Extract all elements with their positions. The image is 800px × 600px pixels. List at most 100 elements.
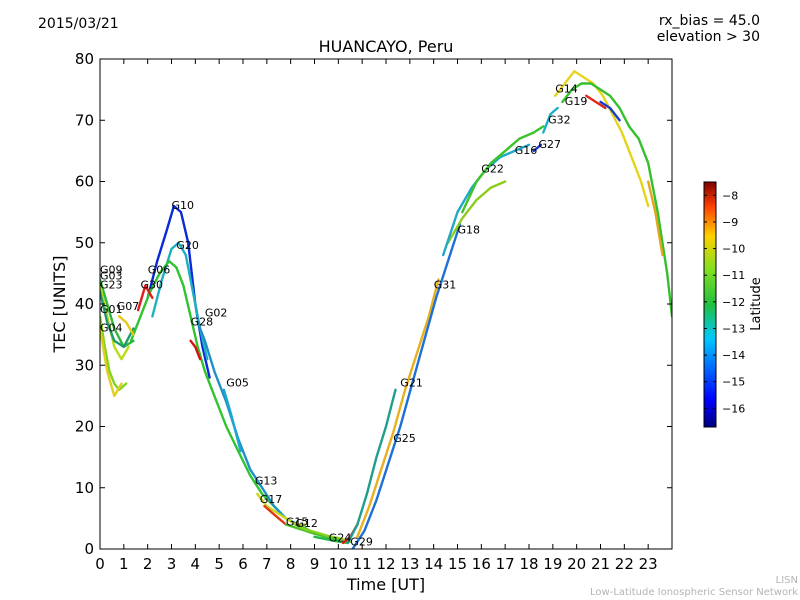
series-line-g05 xyxy=(222,388,242,453)
satellite-label-g22: G22 xyxy=(481,162,504,175)
y-axis-label: TEC [UNITS] xyxy=(50,256,69,354)
series-line-g09 xyxy=(100,278,135,349)
y-tick-label: 10 xyxy=(75,479,94,497)
series-line-g02 xyxy=(196,321,299,526)
satellite-label-g30: G30 xyxy=(141,279,164,292)
series-line-g27 xyxy=(532,143,543,153)
series-line-g31 xyxy=(351,223,462,549)
satellite-label-g19: G19 xyxy=(565,95,588,108)
satellite-label-g23: G23 xyxy=(100,279,123,292)
x-tick-label: 15 xyxy=(448,555,467,573)
satellite-label-g15: G15 xyxy=(286,516,309,529)
x-tick-label: 23 xyxy=(639,555,658,573)
satellite-label-g14: G14 xyxy=(555,83,578,96)
satellite-label-g20: G20 xyxy=(176,239,199,252)
plot-frame xyxy=(99,58,673,550)
satellite-label-g07: G07 xyxy=(117,300,140,313)
series-line-g20 xyxy=(151,241,209,361)
x-tick-label: 20 xyxy=(567,555,586,573)
series-line-g19b xyxy=(585,94,607,110)
x-tick-label: 22 xyxy=(615,555,634,573)
colorbar-tick-label: −10 xyxy=(722,243,745,256)
satellite-label-g25: G25 xyxy=(393,432,416,445)
x-tick-label: 9 xyxy=(310,555,320,573)
x-tick-label: 19 xyxy=(543,555,562,573)
y-tick-label: 40 xyxy=(75,295,94,313)
x-tick-label: 0 xyxy=(95,555,105,573)
satellite-label-g01: G01 xyxy=(100,303,123,316)
x-tick-label: 16 xyxy=(472,555,491,573)
x-tick-label: 11 xyxy=(353,555,372,573)
series-line-g14 xyxy=(554,70,650,208)
satellite-label-g05: G05 xyxy=(226,377,249,390)
satellite-label-g13: G13 xyxy=(255,475,278,488)
x-tick-label: 4 xyxy=(191,555,201,573)
x-tick-label: 21 xyxy=(591,555,610,573)
y-tick-label: 0 xyxy=(84,540,94,558)
colorbar-tick-label: −11 xyxy=(722,269,745,282)
satellite-label-g06: G06 xyxy=(148,263,171,276)
y-tick-label: 50 xyxy=(75,234,94,252)
y-tick-label: 70 xyxy=(75,111,94,129)
series-line-g06 xyxy=(129,259,311,532)
series-line-g23 xyxy=(100,290,135,349)
x-tick-label: 3 xyxy=(167,555,177,573)
x-axis-label: Time [UT] xyxy=(346,575,425,594)
y-tick-label: 30 xyxy=(75,356,94,374)
series-line-g26 xyxy=(647,180,664,257)
series-line-g04 xyxy=(100,327,123,398)
satellite-label-g31: G31 xyxy=(434,279,457,292)
x-tick-label: 13 xyxy=(400,555,419,573)
satellite-label-g09: G09 xyxy=(100,263,123,276)
chart-title: HUANCAYO, Peru xyxy=(319,37,454,56)
colorbar-tick-label: −9 xyxy=(722,216,738,229)
satellite-label-g32: G32 xyxy=(548,113,571,126)
satellite-label-g29: G29 xyxy=(350,535,373,548)
colorbar-tick-label: −12 xyxy=(722,296,745,309)
x-tick-label: 18 xyxy=(519,555,538,573)
colorbar-tick-label: −8 xyxy=(722,189,738,202)
series-line-g28 xyxy=(189,339,202,361)
satellite-label-g12: G12 xyxy=(295,517,318,530)
satellite-label-g28: G28 xyxy=(191,315,214,328)
credit-long: Low-Latitude Ionospheric Sensor Network xyxy=(590,587,798,598)
series-line-g15 xyxy=(284,523,340,541)
series-line-g32 xyxy=(542,106,559,134)
colorbar-tick-label: −15 xyxy=(722,376,745,389)
y-tick-label: 60 xyxy=(75,173,94,191)
series-line-g30 xyxy=(136,284,154,312)
x-tick-label: 17 xyxy=(496,555,515,573)
series-line-g16 xyxy=(461,125,545,214)
x-tick-label: 6 xyxy=(238,555,248,573)
series-line-g01 xyxy=(100,315,128,391)
series-line-g17 xyxy=(263,504,288,526)
series-line-g12 xyxy=(294,523,352,543)
satellite-label-g27: G27 xyxy=(539,138,562,151)
series-line-g18 xyxy=(446,180,507,245)
series-line-g25 xyxy=(346,388,397,545)
satellite-label-g10: G10 xyxy=(172,199,195,212)
satellite-label-g18: G18 xyxy=(458,224,481,237)
credit-footer: LISN Low-Latitude Ionospheric Sensor Net… xyxy=(590,575,798,599)
x-tick-label: 7 xyxy=(262,555,272,573)
satellite-label-g02: G02 xyxy=(205,306,228,319)
x-tick-label: 1 xyxy=(119,555,129,573)
satellite-label-g17: G17 xyxy=(260,493,283,506)
satellite-label-g03: G03 xyxy=(100,270,123,283)
colorbar-label: Latitude xyxy=(749,277,764,331)
colorbar xyxy=(703,181,717,428)
series-line-g21 xyxy=(356,278,440,538)
satellite-label-g21: G21 xyxy=(400,377,423,390)
x-tick-label: 8 xyxy=(286,555,296,573)
y-tick-label: 80 xyxy=(75,50,94,68)
x-tick-label: 10 xyxy=(329,555,348,573)
satellite-label-g04: G04 xyxy=(100,322,123,335)
series-line-g03 xyxy=(100,284,130,361)
colorbar-tick-label: −14 xyxy=(722,349,745,362)
y-tick-label: 20 xyxy=(75,418,94,436)
x-tick-label: 2 xyxy=(143,555,153,573)
series-line-g19c xyxy=(599,100,621,122)
colorbar-tick-label: −16 xyxy=(722,402,745,415)
plot-parameters: rx_bias = 45.0 elevation > 30 xyxy=(657,13,760,45)
